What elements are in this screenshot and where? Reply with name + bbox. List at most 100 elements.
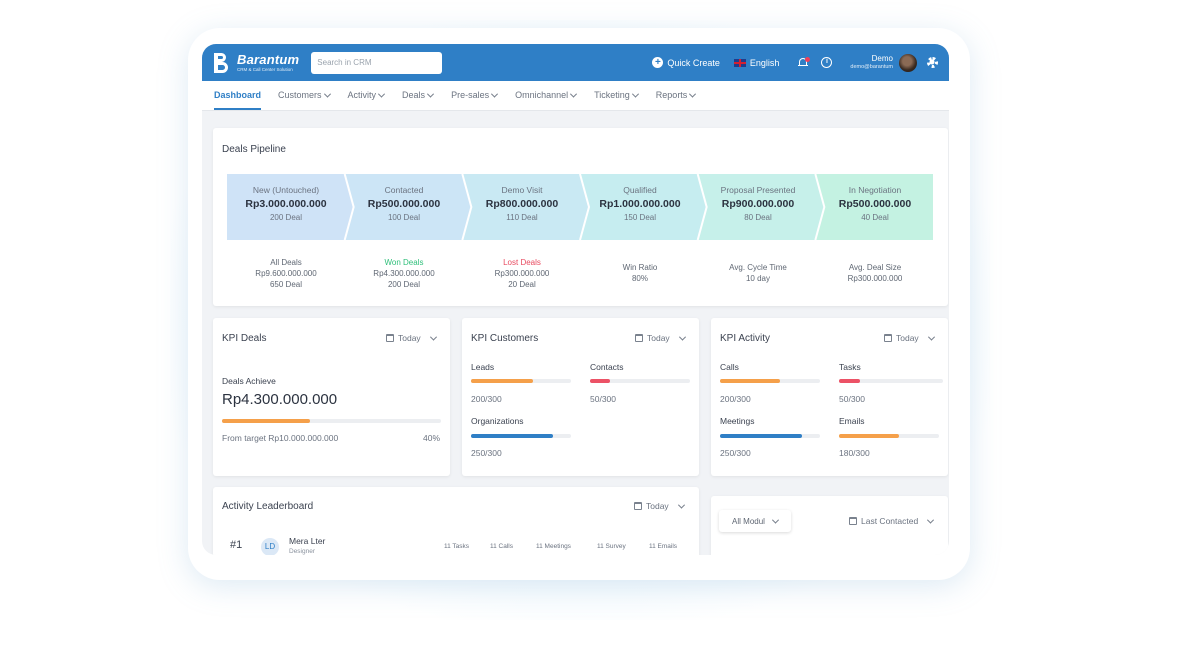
nav-customers[interactable]: Customers <box>278 90 331 110</box>
summary-lost-deals: Lost Deals Rp300.000.000 20 Deal <box>463 258 581 290</box>
tasks-count: 11 Tasks <box>444 543 470 550</box>
period-selector[interactable]: Today <box>635 333 686 343</box>
nav-omnichannel[interactable]: Omnichannel <box>515 90 578 110</box>
period-label: Today <box>647 333 670 343</box>
quick-create-button[interactable]: + Quick Create <box>652 57 720 68</box>
pipeline-arrows <box>227 174 933 240</box>
metric-track <box>720 379 820 383</box>
pipeline-separator <box>696 174 708 240</box>
period-selector[interactable]: Today <box>634 501 685 511</box>
gear-icon[interactable] <box>927 57 938 68</box>
pipeline-stage[interactable]: Qualified Rp1.000.000.000 150 Deal <box>581 174 699 240</box>
brand-tagline: CRM & Call Center Solution <box>237 66 293 72</box>
brand-logo[interactable]: Barantum CRM & Call Center Solution <box>212 52 299 74</box>
stage-label: In Negotiation <box>848 185 902 195</box>
nav-deals[interactable]: Deals <box>402 90 435 110</box>
pipeline-stage[interactable]: Demo Visit Rp800.000.000 110 Deal <box>463 174 581 240</box>
metric-fill <box>839 434 899 438</box>
crm-screen: Barantum CRM & Call Center Solution + Qu… <box>202 44 949 555</box>
pipeline-stages: New (Untouched) Rp3.000.000.000 200 Deal… <box>227 174 933 240</box>
metric-track <box>839 434 939 438</box>
chevron-down-icon <box>927 516 935 524</box>
calendar-icon <box>884 334 892 342</box>
card-title: KPI Customers <box>471 333 539 344</box>
metric-value: 250/300 <box>471 448 502 458</box>
summary-label: Won Deals <box>384 258 424 267</box>
notification-bell-icon[interactable] <box>797 56 811 69</box>
summary-label: Lost Deals <box>503 258 541 267</box>
card-title: KPI Deals <box>222 333 267 344</box>
stage-amount: Rp800.000.000 <box>485 198 559 210</box>
pipeline-separator <box>814 174 826 240</box>
chevron-down-icon <box>427 90 435 98</box>
stage-amount: Rp500.000.000 <box>367 198 441 210</box>
plus-circle-icon: + <box>652 57 664 68</box>
chevron-down-icon <box>570 90 578 98</box>
period-selector[interactable]: Today <box>884 333 935 343</box>
summary-label: Win Ratio <box>622 263 658 272</box>
chevron-down-icon <box>689 90 697 98</box>
summary-count: 650 Deal <box>269 279 303 289</box>
period-selector[interactable]: Today <box>386 333 437 343</box>
card-title: Deals Pipeline <box>222 144 286 155</box>
pipeline-stage-arrow <box>815 174 933 240</box>
brand-logo-icon <box>212 52 232 74</box>
nav-label: Omnichannel <box>515 90 569 100</box>
info-icon[interactable]: i <box>821 57 833 68</box>
calendar-icon <box>386 334 394 342</box>
deals-percent: 40% <box>423 433 441 443</box>
stage-count: 40 Deal <box>861 213 889 222</box>
module-filter-label: All Modul <box>732 516 765 526</box>
chevron-down-icon <box>677 501 685 509</box>
language-selector[interactable]: English <box>733 58 779 68</box>
deals-achieve-label: Deals Achieve <box>222 376 276 386</box>
chevron-down-icon <box>378 90 386 98</box>
metric-fill <box>471 434 553 438</box>
metric-value: 180/300 <box>839 448 870 458</box>
user-menu[interactable]: Demo demo@barantum <box>850 54 893 70</box>
chevron-down-icon <box>678 333 686 341</box>
chevron-down-icon <box>927 333 935 341</box>
nav-pre-sales[interactable]: Pre-sales <box>451 90 499 110</box>
main-nav: Dashboard Customers Activity Deals Pre-s… <box>202 81 949 111</box>
period-label: Today <box>398 333 421 343</box>
chevron-down-icon <box>323 90 331 98</box>
pipeline-stage-arrow <box>227 174 354 240</box>
sort-selector[interactable]: Last Contacted <box>849 516 935 526</box>
nav-label: Pre-sales <box>451 90 490 100</box>
stage-count: 80 Deal <box>744 213 772 222</box>
brand-name: Barantum <box>237 51 300 67</box>
calendar-icon <box>634 502 642 510</box>
metric-value: 50/300 <box>839 394 865 404</box>
emails-count: 11 Emails <box>649 543 678 550</box>
metric-value: 200/300 <box>471 394 502 404</box>
metric-fill <box>590 379 610 383</box>
summary-value: Rp4.300.000.000 <box>373 268 435 278</box>
user-email: demo@barantum <box>850 63 893 70</box>
kpi-customers-card: KPI Customers Today Leads 200/300 Contac… <box>462 318 699 476</box>
module-filter-dropdown[interactable]: All Modul <box>719 510 791 532</box>
pipeline-stage[interactable]: New (Untouched) Rp3.000.000.000 200 Deal <box>227 174 345 240</box>
deals-achieve-amount: Rp4.300.000.000 <box>222 391 338 408</box>
summary-value: 10 day <box>745 273 771 283</box>
pipeline-stage[interactable]: In Negotiation Rp500.000.000 40 Deal <box>817 174 933 240</box>
pipeline-stage[interactable]: Contacted Rp500.000.000 100 Deal <box>345 174 463 240</box>
calls-count: 11 Calls <box>490 543 514 550</box>
nav-dashboard[interactable]: Dashboard <box>214 90 262 110</box>
pipeline-stage-arrow <box>462 174 589 240</box>
nav-label: Dashboard <box>214 90 262 100</box>
metric-label: Organizations <box>471 416 524 426</box>
user-avatar[interactable] <box>899 53 917 72</box>
nav-activity[interactable]: Activity <box>348 90 386 110</box>
search-input[interactable] <box>311 51 443 74</box>
meetings-count: 11 Meetings <box>536 543 571 550</box>
kpi-activity-card: KPI Activity Today Calls 200/300 Tasks 5… <box>711 318 948 476</box>
pipeline-stage[interactable]: Proposal Presented Rp900.000.000 80 Deal <box>699 174 817 240</box>
summary-value: Rp300.000.000 <box>847 273 903 283</box>
nav-reports[interactable]: Reports <box>656 90 697 110</box>
nav-ticketing[interactable]: Ticketing <box>594 90 639 110</box>
leaderboard-row[interactable]: #1 LD Mera Lter Designer 11 Tasks 11 Cal… <box>213 533 699 555</box>
metric-track <box>720 434 820 438</box>
activity-leaderboard-card: Activity Leaderboard Today #1 LD Mera Lt… <box>213 487 699 555</box>
chevron-down-icon <box>771 516 779 524</box>
